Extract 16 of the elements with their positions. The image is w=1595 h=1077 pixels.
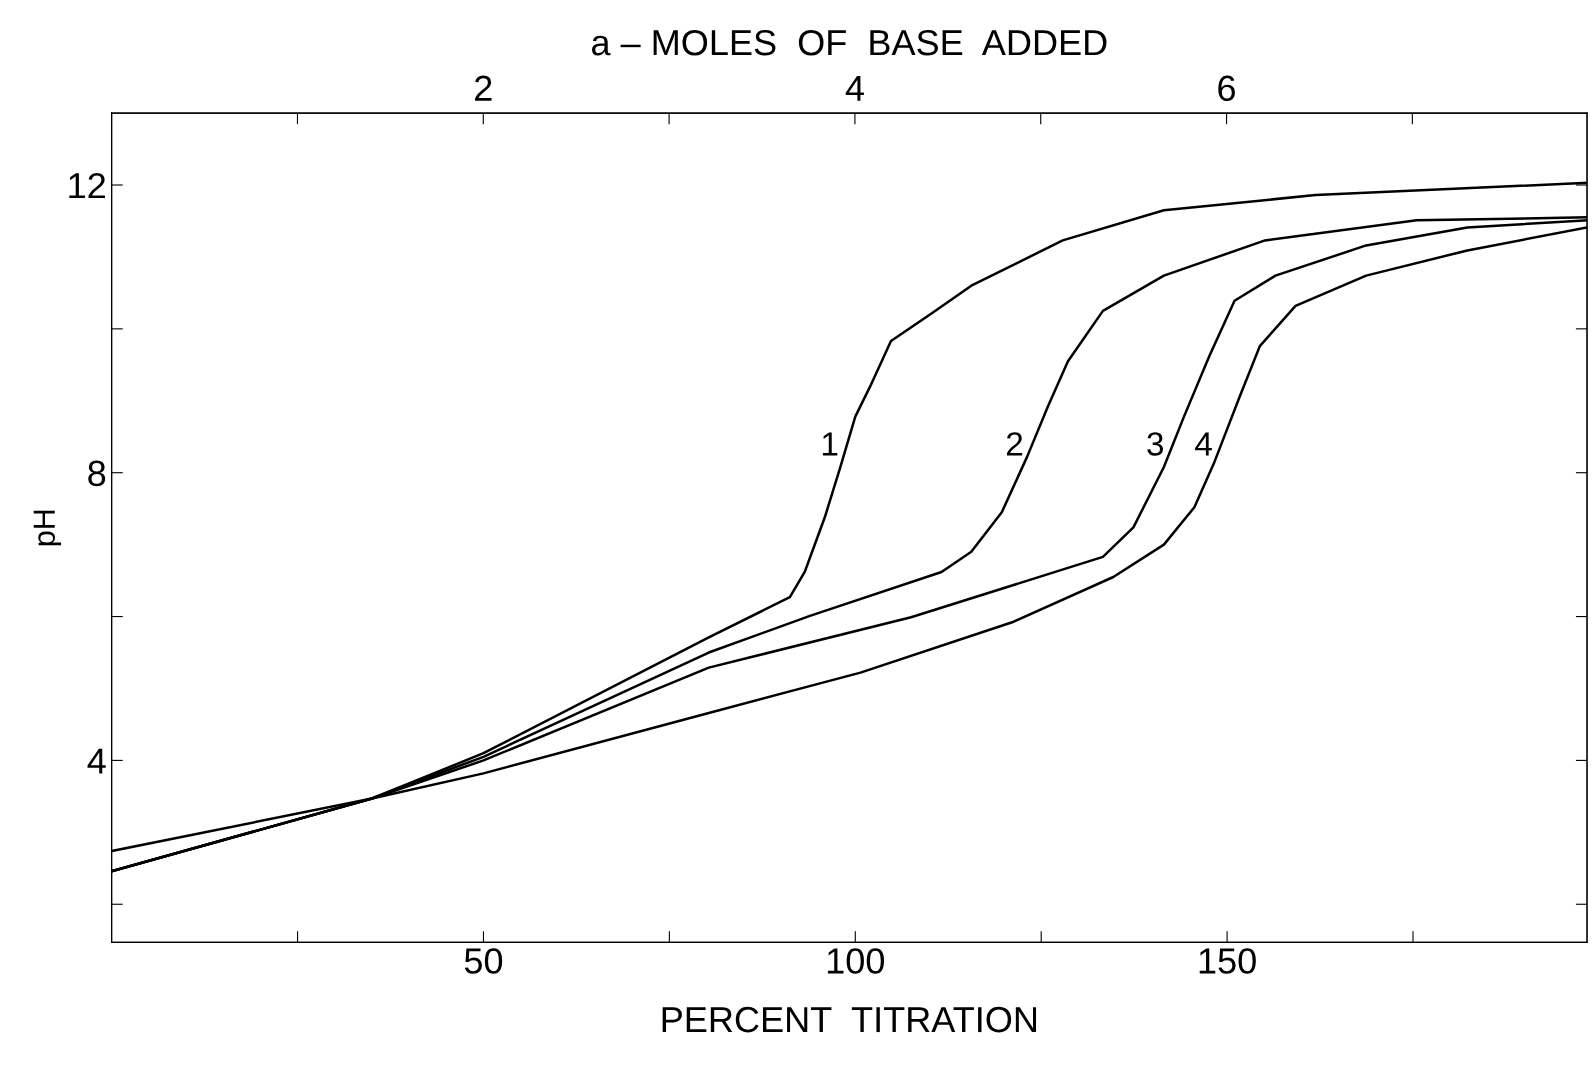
y-tick-label: 4 <box>87 748 106 774</box>
x2-tick-label: 4 <box>845 75 864 101</box>
x2-tick-label: 2 <box>475 75 492 101</box>
x2-tick-label: 6 <box>1218 75 1235 102</box>
series-label: 4 <box>1195 432 1212 456</box>
series-label: 1 <box>822 432 838 456</box>
y-tick-label: 12 <box>69 172 105 199</box>
series-label: 2 <box>1006 432 1023 456</box>
y-tick-label: 8 <box>88 460 106 487</box>
x-axis-title: PERCENT TITRATION <box>662 1006 1037 1033</box>
series-label: 3 <box>1147 432 1164 456</box>
x-tick-label: 100 <box>827 948 884 974</box>
x-tick-label: 50 <box>464 948 503 974</box>
x-tick-label: 150 <box>1199 948 1256 974</box>
y-axis-title: pH <box>33 510 62 546</box>
x2-axis-title: a – MOLES OF BASE ADDED <box>591 29 1107 56</box>
